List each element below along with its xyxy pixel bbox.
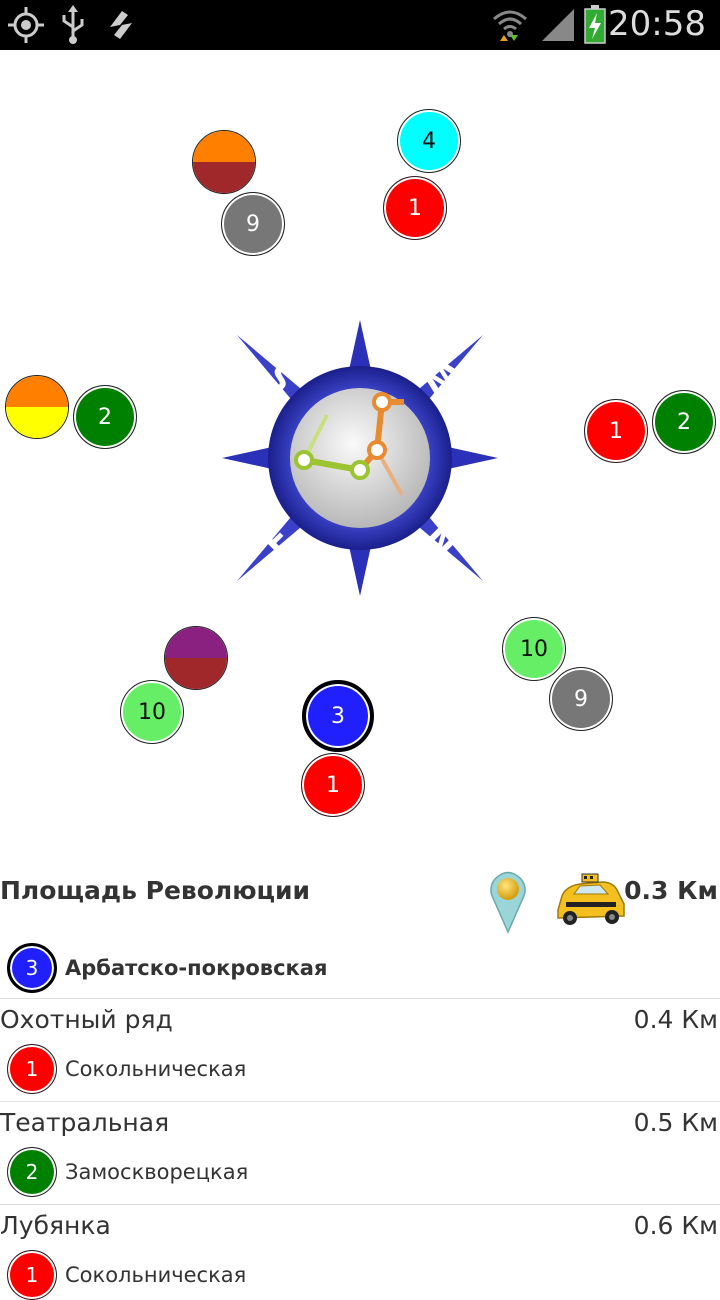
- line-badge: 3: [7, 943, 57, 993]
- line-name: Сокольническая: [65, 1263, 247, 1287]
- line-name: Замоскворецкая: [65, 1160, 249, 1184]
- station-distance: 0.5 Км: [633, 1108, 718, 1137]
- station-name: Театральная: [0, 1108, 170, 1137]
- taxi-icon[interactable]: [552, 870, 628, 930]
- station-name: Охотный ряд: [0, 1005, 173, 1034]
- station-distance: 0.4 Км: [633, 1005, 718, 1034]
- line-badge: 1: [7, 1044, 57, 1094]
- station-row[interactable]: Охотный ряд 0.4 Км 1 Сокольническая: [0, 999, 720, 1102]
- line-marker-10[interactable]: 10: [502, 617, 566, 681]
- station-row[interactable]: Лубянка 0.6 Км 1 Сокольническая: [0, 1205, 720, 1300]
- signal-icon: [542, 9, 574, 41]
- line-marker-2[interactable]: 2: [652, 390, 716, 454]
- compass-rose[interactable]: S W E N: [222, 320, 498, 596]
- usb-icon: [62, 5, 84, 44]
- line-name: Сокольническая: [65, 1057, 247, 1081]
- line-badge: 1: [7, 1250, 57, 1300]
- battery-charging-icon: [584, 5, 606, 44]
- line-marker-10[interactable]: 10: [120, 680, 184, 744]
- clock: 20:58: [608, 4, 706, 44]
- line-name: Арбатско-покровская: [65, 956, 328, 980]
- station-name: Лубянка: [0, 1211, 111, 1240]
- transfer-marker-orange-yellow[interactable]: [5, 375, 69, 439]
- wifi-icon: [493, 10, 527, 41]
- map-pin-icon[interactable]: [485, 868, 531, 934]
- gps-icon: [8, 7, 44, 43]
- status-bar: 20:58: [0, 0, 720, 50]
- line-marker-3[interactable]: 3: [302, 680, 374, 752]
- transfer-marker-purple-darkred[interactable]: [164, 626, 228, 690]
- line-marker-1[interactable]: 1: [301, 753, 365, 817]
- line-marker-9[interactable]: 9: [549, 667, 613, 731]
- line-badge: 2: [7, 1147, 57, 1197]
- station-name: Площадь Революции: [0, 876, 311, 905]
- station-distance: 0.6 Км: [633, 1211, 718, 1240]
- station-row[interactable]: Площадь Революции 0.3 Км 3 Арбатско-пок: [0, 850, 720, 999]
- line-marker-9[interactable]: 9: [221, 192, 285, 256]
- station-row[interactable]: Театральная 0.5 Км 2 Замоскворецкая: [0, 1102, 720, 1205]
- transfer-marker-orange-darkred[interactable]: [192, 130, 256, 194]
- line-marker-1[interactable]: 1: [584, 399, 648, 463]
- line-marker-2[interactable]: 2: [73, 385, 137, 449]
- station-distance: 0.3 Км: [624, 876, 718, 905]
- line-marker-4[interactable]: 4: [397, 109, 461, 173]
- sync-icon: [110, 11, 132, 39]
- station-list: Площадь Революции 0.3 Км 3 Арбатско-пок: [0, 850, 720, 1300]
- line-marker-1[interactable]: 1: [383, 176, 447, 240]
- compass-area: S W E N 9 4 1 2 1 2: [0, 50, 720, 850]
